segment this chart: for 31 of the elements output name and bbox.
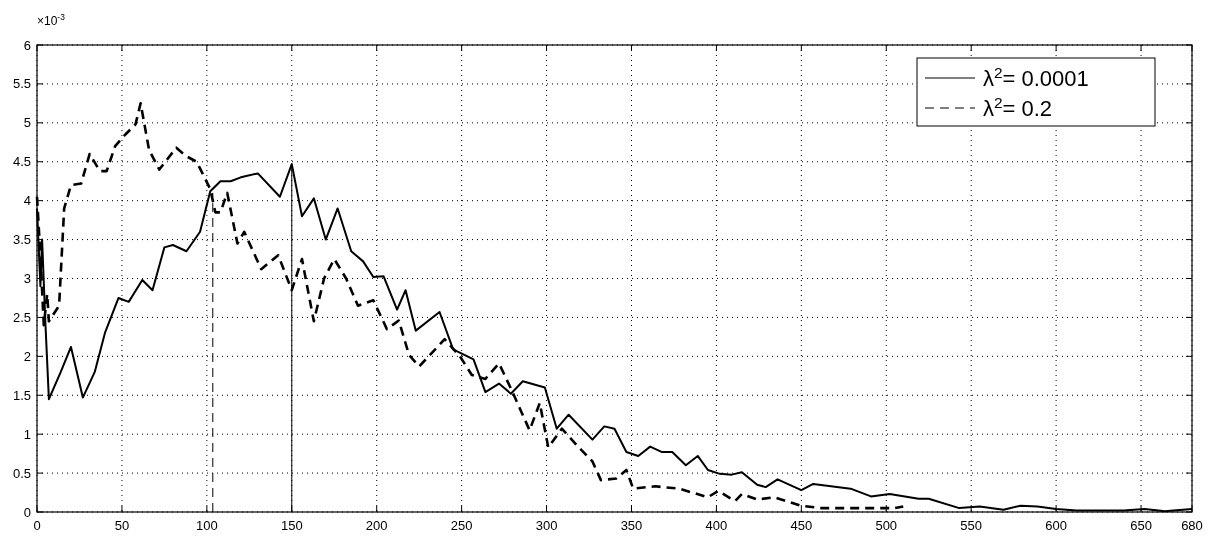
x-tick-label: 0 xyxy=(33,518,41,533)
legend-label: λ$^{2}$= 0.0001 xyxy=(983,63,1089,91)
y-tick-label: 4.5 xyxy=(12,154,31,170)
x-tick-label: 200 xyxy=(365,518,388,533)
x-tick-label: 100 xyxy=(196,518,218,533)
x-tick-label: 550 xyxy=(960,518,983,533)
x-tick-label: 500 xyxy=(875,518,898,533)
y-tick-label: 1 xyxy=(23,426,31,442)
y-tick-label: 5 xyxy=(23,115,31,131)
x-tick-label: 250 xyxy=(450,518,473,533)
y-tick-label: 2.5 xyxy=(12,309,31,325)
x-tick-label: 150 xyxy=(280,518,303,533)
x-tick-label: 400 xyxy=(705,518,728,533)
x-tick-label: 680 xyxy=(1181,518,1203,533)
x-tick-label: 300 xyxy=(535,518,558,533)
x-tick-label: 650 xyxy=(1130,518,1152,533)
x-tick-label: 50 xyxy=(114,518,130,533)
legend-label: λ$^{2}$= 0.2 xyxy=(983,93,1053,121)
y-tick-label: 5.5 xyxy=(12,76,31,92)
x-tick-label: 600 xyxy=(1045,518,1067,533)
text: ×10$^{-3}$ xyxy=(37,12,66,28)
y-tick-label: 1.5 xyxy=(12,387,31,403)
y-tick-label: 3.5 xyxy=(12,232,31,248)
y-tick-label: 0 xyxy=(23,504,31,520)
x-tick-label: 350 xyxy=(620,518,643,533)
y-tick-label: 6 xyxy=(23,37,31,53)
y-tick-label: 4 xyxy=(23,193,31,209)
y-tick-label: 3 xyxy=(23,271,31,286)
y-tick-label: 2 xyxy=(23,348,31,364)
y-tick-label: 0.5 xyxy=(12,465,31,481)
x-tick-label: 450 xyxy=(790,518,813,533)
